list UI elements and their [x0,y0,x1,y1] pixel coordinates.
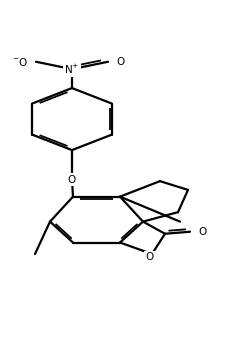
Text: O: O [145,252,153,262]
Text: N$^{+}$: N$^{+}$ [64,63,79,76]
Text: O: O [197,227,205,237]
Text: O: O [116,57,124,67]
Text: $^{-}$O: $^{-}$O [12,56,28,68]
Text: O: O [68,175,76,185]
